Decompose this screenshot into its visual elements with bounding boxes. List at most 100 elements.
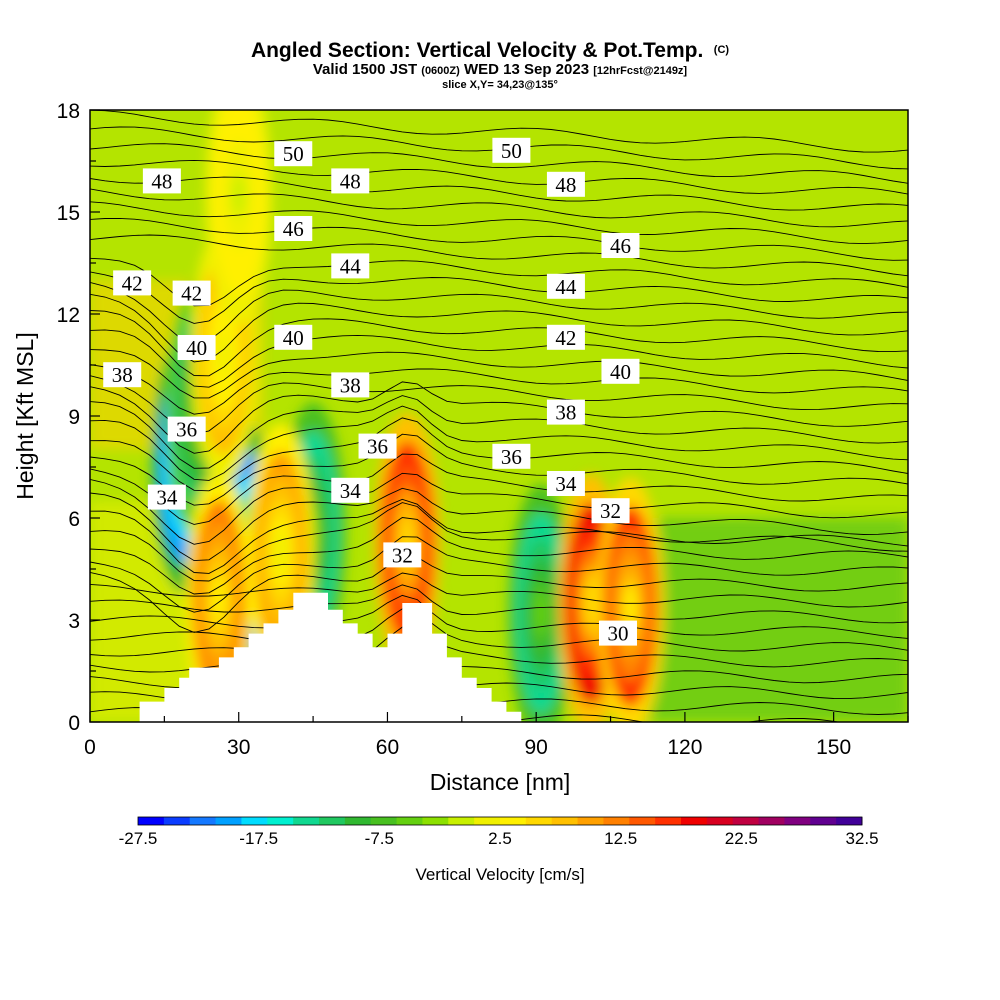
contour-label: 48	[142, 168, 181, 194]
theta-contour	[90, 608, 908, 652]
contour-label-text: 46	[610, 234, 631, 258]
contour-label-text: 40	[610, 360, 631, 384]
contour-label: 46	[274, 216, 313, 241]
contour-label-text: 36	[176, 418, 197, 442]
theta-contour	[90, 381, 908, 454]
contour-label-box	[546, 273, 585, 299]
plot-area	[90, 110, 908, 722]
contour-label-box	[598, 620, 637, 646]
colorbar-swatch	[681, 817, 708, 825]
contour-label: 32	[591, 498, 630, 524]
colorbar-swatch	[163, 817, 191, 825]
contour-label-text: 48	[340, 169, 361, 193]
colorbar-swatch	[732, 817, 760, 825]
contour-label: 42	[113, 270, 152, 296]
colorbar-swatch	[319, 817, 346, 825]
colorbar-tick-label: 32.5	[845, 829, 878, 848]
colorbar-swatch	[138, 817, 165, 825]
colorbar-ticks: -27.5 -17.5 -7.5 2.5 12.5 22.5 32.5	[119, 829, 879, 848]
y-tick-label: 3	[68, 610, 80, 633]
velocity-cell	[217, 332, 231, 378]
colorbar-tick-label: -7.5	[365, 829, 394, 848]
contour-label-box	[546, 324, 585, 350]
contour-label-box	[331, 253, 370, 279]
theta-contour	[90, 556, 908, 633]
contour-label: 36	[492, 443, 531, 469]
velocity-cell	[274, 529, 288, 575]
contour-label-box	[601, 233, 640, 258]
contour-label-text: 46	[283, 217, 304, 241]
contour-label-box	[274, 141, 313, 167]
theta-contour	[90, 176, 908, 211]
contour-label-text: 30	[607, 622, 628, 646]
contour-label: 36	[358, 433, 397, 459]
colorbar-swatch	[267, 817, 294, 825]
slice-label: slice X,Y= 34,23@135°	[442, 79, 558, 91]
contour-label: 48	[331, 168, 370, 194]
contour-label: 30	[598, 620, 637, 646]
x-tick-label: 90	[525, 736, 548, 759]
contour-label-text: 34	[156, 486, 178, 510]
contour-label-box	[601, 358, 640, 384]
contour-label: 40	[601, 358, 640, 384]
contour-label: 42	[546, 324, 585, 350]
x-tick-label: 150	[816, 736, 851, 759]
x-tick-label: 0	[84, 736, 96, 759]
colorbar-swatch	[655, 817, 682, 825]
chart-title: Angled Section: Vertical Velocity & Pot.…	[251, 39, 729, 62]
contour-label-text: 36	[501, 445, 522, 469]
colorbar-swatch	[448, 817, 475, 825]
colorbar-swatch	[396, 817, 423, 825]
theta-contour	[90, 110, 908, 153]
colorbar-swatch	[629, 817, 656, 825]
contour-label: 38	[546, 399, 585, 425]
contour-label: 40	[274, 324, 313, 350]
colorbar-swatch	[525, 817, 553, 825]
theta-contour	[90, 234, 908, 277]
y-tick-label: 6	[68, 508, 80, 531]
contour-label: 44	[331, 253, 370, 279]
x-tick-label: 120	[667, 736, 702, 759]
contour-label-text: 34	[555, 472, 577, 496]
velocity-cell	[623, 584, 637, 629]
velocity-cell	[534, 590, 548, 636]
theta-contour	[90, 626, 908, 668]
contour-label-text: 44	[555, 275, 577, 299]
contour-label-box	[172, 280, 211, 306]
contour-label-box	[546, 171, 585, 197]
contour-label-box	[546, 471, 585, 496]
theta-contour	[90, 395, 908, 469]
contour-label-text: 34	[340, 479, 362, 503]
colorbar-swatch	[215, 817, 242, 825]
colorbar-swatch	[474, 817, 501, 825]
colorbar-swatch	[810, 817, 837, 825]
contour-label-text: 50	[283, 142, 304, 166]
colorbar-tick-label: -17.5	[239, 829, 278, 848]
contour-label: 34	[546, 471, 585, 496]
contour-label: 32	[383, 542, 422, 568]
colorbar-swatch	[551, 817, 579, 825]
theta-contour	[90, 375, 908, 435]
contour-label-text: 50	[501, 139, 522, 163]
theta-contour	[90, 364, 908, 415]
contour-label: 50	[274, 141, 313, 167]
contour-label: 42	[172, 280, 211, 306]
colorbar-swatch	[758, 817, 785, 825]
colorbar-swatch	[784, 817, 811, 825]
theta-contour	[90, 487, 908, 562]
colorbar-swatch	[706, 817, 734, 825]
y-axis-label: Height [Kft MSL]	[12, 332, 38, 499]
terrain	[90, 592, 908, 722]
contour-label: 38	[331, 372, 370, 398]
theta-contour	[90, 517, 908, 595]
colorbar-swatch	[836, 817, 863, 825]
theta-contour	[90, 536, 908, 613]
colorbar-swatch	[422, 817, 449, 825]
theta-contour	[90, 572, 908, 608]
contour-label-box	[331, 372, 370, 398]
colorbar-swatch	[500, 817, 527, 825]
contour-label-box	[142, 168, 181, 194]
y-tick-label: 12	[57, 304, 80, 327]
contour-label-text: 36	[367, 435, 388, 459]
y-axis: 0 3 6 9 12 15 18	[57, 100, 100, 735]
